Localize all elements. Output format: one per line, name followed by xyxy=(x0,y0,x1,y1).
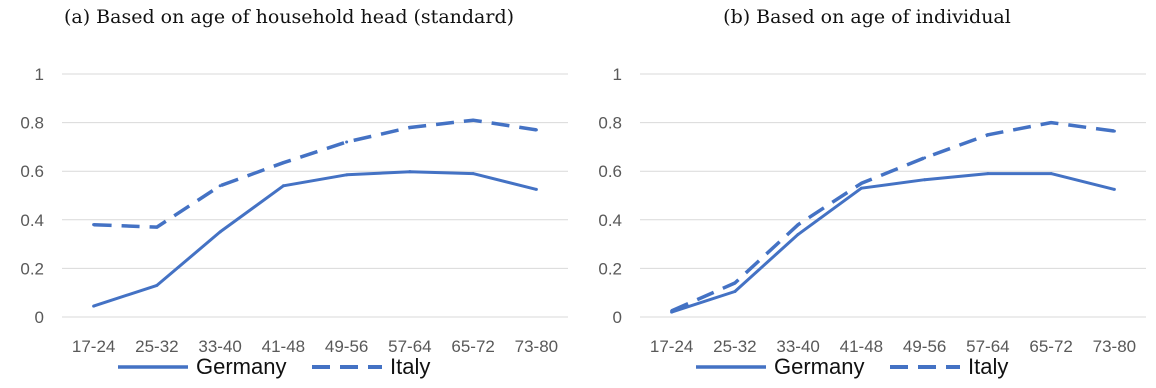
y-tick-label: 0.6 xyxy=(598,162,622,181)
chart-panel-b: (b) Based on age of individual 0 0.2 0.4 0.… xyxy=(578,0,1156,388)
x-tick-label: 25-32 xyxy=(135,337,178,356)
data-point xyxy=(796,232,800,236)
data-point xyxy=(796,223,800,227)
data-point xyxy=(986,172,990,176)
legend-label: Italy xyxy=(968,354,1008,379)
data-point xyxy=(345,140,349,144)
data-point xyxy=(471,172,475,176)
data-point xyxy=(155,283,159,287)
series-line-germany xyxy=(93,170,537,308)
data-point xyxy=(345,173,349,177)
data-point xyxy=(1112,129,1116,133)
x-tick-label: 41-48 xyxy=(262,337,305,356)
data-point xyxy=(281,161,285,165)
y-tick-label: 0.4 xyxy=(20,211,44,230)
series-line-germany xyxy=(671,172,1115,314)
legend-label: Italy xyxy=(390,354,430,379)
x-tick-label: 73-80 xyxy=(515,337,558,356)
x-tick-label: 65-72 xyxy=(1029,337,1072,356)
data-point xyxy=(471,118,475,122)
x-tick-label: 49-56 xyxy=(325,337,368,356)
x-tick-label: 49-56 xyxy=(903,337,946,356)
x-tick-label: 33-40 xyxy=(776,337,819,356)
y-tick-label: 0.8 xyxy=(598,114,622,133)
chart-panel-a: (a) Based on age of household head (stan… xyxy=(20,6,568,379)
data-point xyxy=(408,125,412,129)
y-tick-label: 0 xyxy=(35,308,44,327)
chart-plot: 0 0.2 0.4 0.6 0.8 1 17-24 25-32 33-40 41-48 49-56 5… xyxy=(20,65,568,379)
data-point xyxy=(986,133,990,137)
legend-label: Germany xyxy=(774,354,864,379)
legend-label: Germany xyxy=(196,354,286,379)
data-point xyxy=(733,281,737,285)
y-tick-label: 0.2 xyxy=(20,259,44,278)
data-point xyxy=(1049,121,1053,125)
chart-title: (b) Based on age of individual xyxy=(723,6,1011,28)
data-point xyxy=(534,187,538,191)
x-tick-label: 57-64 xyxy=(388,337,431,356)
data-point xyxy=(92,223,96,227)
x-tick-label: 33-40 xyxy=(198,337,241,356)
x-tick-label: 65-72 xyxy=(451,337,494,356)
y-tick-label: 0.2 xyxy=(598,259,622,278)
x-tick-label: 57-64 xyxy=(966,337,1009,356)
data-point xyxy=(534,128,538,132)
data-point xyxy=(923,178,927,182)
y-tick-label: 0.6 xyxy=(20,162,44,181)
y-tick-label: 0 xyxy=(613,308,622,327)
x-tick-label: 17-24 xyxy=(72,337,115,356)
data-point xyxy=(281,184,285,188)
data-point xyxy=(859,186,863,190)
series-line-italy xyxy=(93,118,537,229)
data-point xyxy=(859,181,863,185)
data-point xyxy=(408,170,412,174)
data-point xyxy=(1112,187,1116,191)
y-tick-label: 1 xyxy=(35,65,44,84)
data-point xyxy=(923,156,927,160)
data-point xyxy=(218,230,222,234)
data-point xyxy=(1049,172,1053,176)
data-point xyxy=(155,225,159,229)
y-tick-label: 0.4 xyxy=(598,211,622,230)
chart-title: (a) Based on age of household head (stan… xyxy=(63,6,515,28)
data-point xyxy=(670,309,674,313)
x-tick-label: 41-48 xyxy=(840,337,883,356)
series-line-italy xyxy=(670,120,1115,313)
x-tick-label: 25-32 xyxy=(713,337,756,356)
data-point xyxy=(92,304,96,308)
chart-plot: 0 0.2 0.4 0.6 0.8 1 17-24 25-32 33-40 41-48 49-56 5… xyxy=(598,65,1146,379)
y-tick-label: 1 xyxy=(613,65,622,84)
data-point xyxy=(218,184,222,188)
y-tick-label: 0.8 xyxy=(20,114,44,133)
x-tick-label: 17-24 xyxy=(650,337,693,356)
x-tick-label: 73-80 xyxy=(1093,337,1136,356)
data-point xyxy=(733,289,737,293)
